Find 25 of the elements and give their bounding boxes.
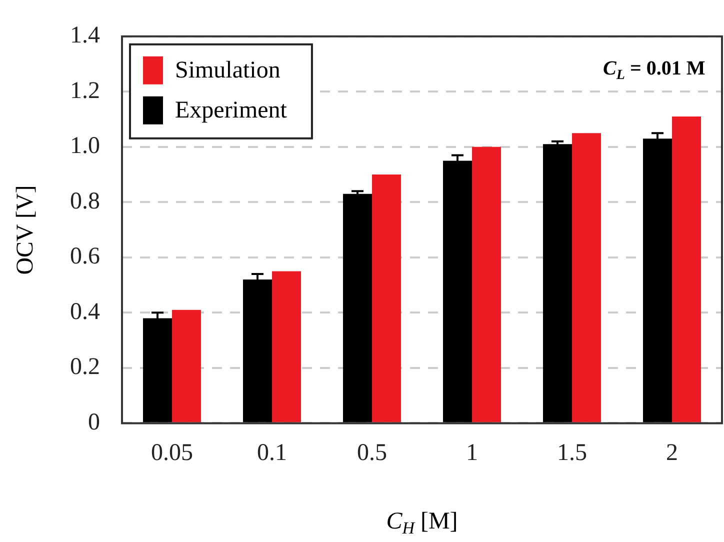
- x-tick-label: 0.5: [357, 440, 387, 466]
- y-axis-title: OCV [V]: [12, 185, 38, 275]
- y-tick-label: 0.2: [70, 354, 100, 380]
- y-tick-label: 0: [88, 409, 100, 436]
- bar: [472, 146, 501, 422]
- bar: [372, 174, 401, 422]
- x-tick-label: 1: [466, 440, 478, 466]
- y-tick-label: 0.4: [70, 298, 100, 325]
- bar: [343, 194, 372, 422]
- y-tick-label: 1.2: [70, 78, 100, 104]
- bar: [272, 271, 301, 422]
- x-tick-label: 0.1: [257, 440, 287, 466]
- x-tick-label: 2: [666, 440, 678, 466]
- legend-label: Simulation: [175, 58, 280, 84]
- bar: [543, 144, 572, 422]
- y-tick-label: 1.0: [70, 133, 100, 160]
- x-tick-label: 0.05: [151, 440, 193, 466]
- y-tick-label: 1.4: [70, 22, 100, 49]
- x-tick-label: 1.5: [557, 440, 587, 466]
- legend-label: Experiment: [175, 98, 288, 124]
- y-tick-label: 0.6: [70, 244, 100, 270]
- y-tick-label: 0.8: [70, 188, 100, 214]
- bar: [672, 116, 701, 422]
- bar: [572, 133, 601, 422]
- bar: [172, 310, 201, 422]
